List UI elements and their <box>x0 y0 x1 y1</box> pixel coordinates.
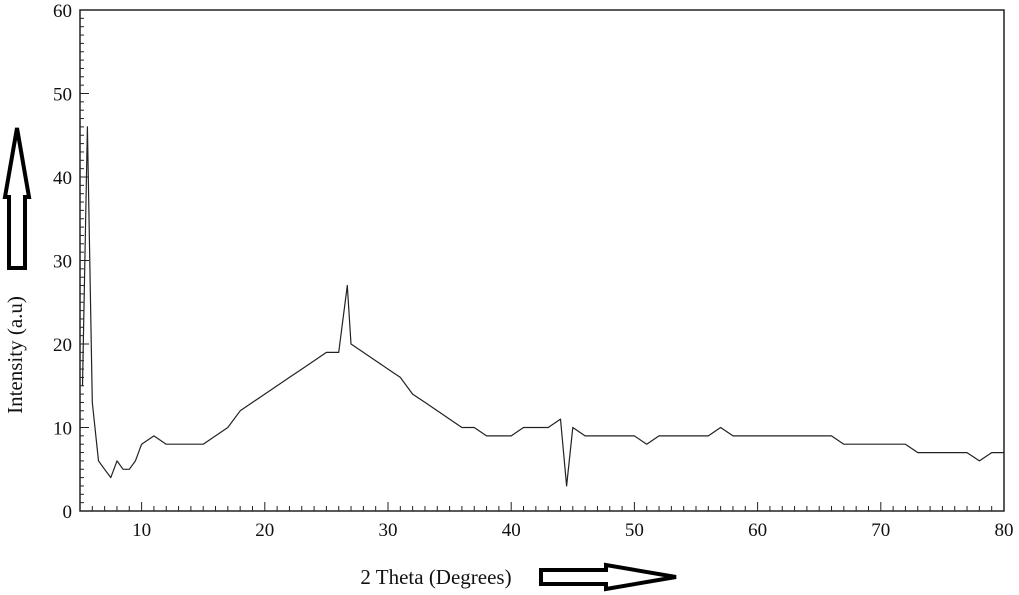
x-tick-label: 50 <box>625 520 644 541</box>
x-tick-label: 70 <box>871 520 890 541</box>
x-tick-label: 80 <box>995 520 1014 541</box>
x-tick-label: 10 <box>132 520 151 541</box>
x-tick-label: 20 <box>255 520 274 541</box>
y-tick-label: 50 <box>53 85 72 106</box>
series-layer <box>81 126 1004 487</box>
y-axis-title: Intensity (a.u) <box>3 296 27 414</box>
y-tick-label: 20 <box>53 335 72 356</box>
up-arrow-icon <box>2 127 32 270</box>
y-axis-tick-labels: 0 10 20 30 40 50 60 <box>53 1 72 523</box>
x-axis-title: 2 Theta (Degrees) <box>360 565 511 589</box>
x-tick-label: 30 <box>379 520 398 541</box>
plot-frame <box>79 9 1005 512</box>
y-tick-label: 30 <box>53 252 72 273</box>
right-arrow-icon <box>539 562 677 592</box>
x-axis-tick-labels: 10 20 30 40 50 60 70 80 <box>132 520 1013 541</box>
y-tick-label: 60 <box>53 1 72 22</box>
x-tick-label: 60 <box>748 520 767 541</box>
y-tick-label: 0 <box>63 502 73 523</box>
y-tick-label: 40 <box>53 168 72 189</box>
x-tick-label: 40 <box>502 520 521 541</box>
x-axis-ticks <box>79 502 1005 511</box>
y-tick-label: 10 <box>53 419 72 440</box>
series-line <box>81 126 1004 487</box>
plot-border <box>79 9 1005 512</box>
